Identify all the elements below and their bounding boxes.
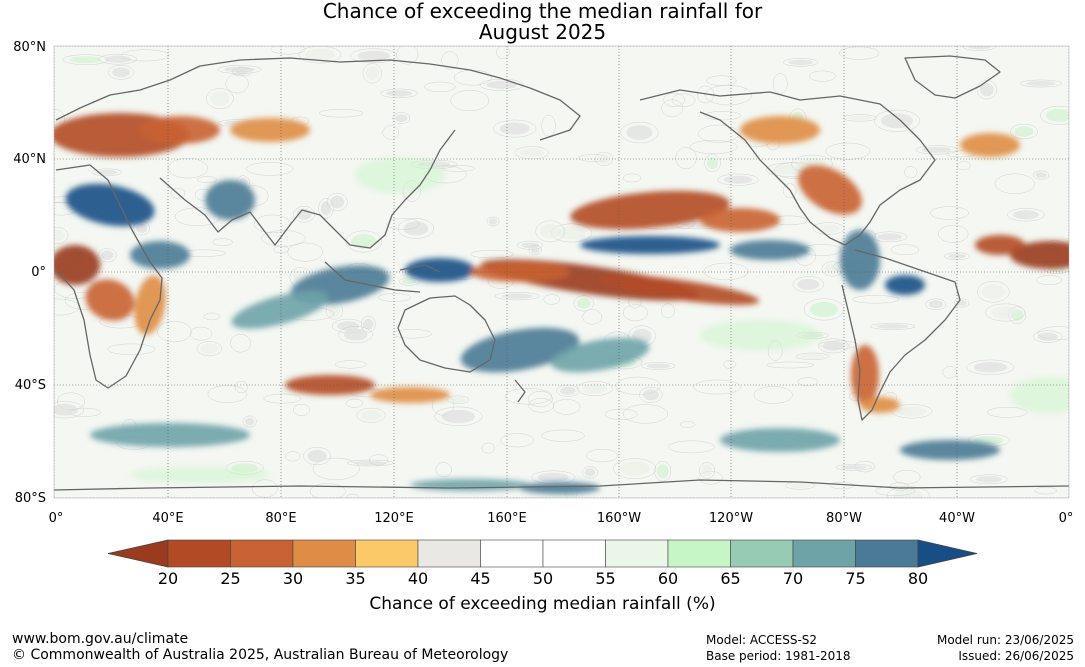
coastline-new-zealand: [514, 379, 526, 403]
colorbar-tick: 25: [220, 569, 241, 588]
colorbar-tick: 20: [157, 569, 179, 588]
lon-label-0: 0°: [48, 511, 64, 526]
lon-label-160w: 160°W: [596, 511, 642, 526]
colorbar-tick: 60: [657, 569, 679, 588]
coastline-south-asia: [159, 129, 456, 249]
colorbar-tick: 65: [720, 569, 741, 588]
coastline-australia: [397, 295, 496, 373]
coastline-greenland: [904, 55, 1001, 99]
lat-label-40s: 40°S: [14, 378, 46, 393]
coastline-indonesia: [324, 261, 441, 293]
footer-issued: Issued: 26/06/2025: [958, 649, 1074, 663]
lat-label-80s: 80°S: [14, 491, 46, 506]
footer-model-run: Model run: 23/06/2025: [936, 633, 1074, 647]
lon-label-120e: 120°E: [374, 511, 414, 526]
colorbar: [107, 539, 978, 568]
lat-label-80n: 80°N: [13, 40, 46, 55]
lon-label-80e: 80°E: [265, 511, 297, 526]
lat-label-0: 0°: [31, 265, 46, 280]
colorbar-title: Chance of exceeding median rainfall (%): [369, 594, 716, 614]
coastline-africa: [55, 164, 163, 389]
lat-label-40n: 40°N: [13, 152, 46, 167]
colorbar-tick: 70: [782, 569, 804, 588]
coastline-antarctica: [54, 479, 1069, 491]
footer-base-period: Base period: 1981-2018: [706, 649, 851, 663]
map-title-line1: Chance of exceeding the median rainfall …: [322, 0, 763, 23]
colorbar-tick: 75: [845, 569, 866, 588]
map-title-line2: August 2025: [478, 20, 607, 44]
coastline-north-america: [639, 89, 936, 246]
colorbar-tick: 55: [595, 569, 616, 588]
colorbar-tick: 50: [532, 569, 554, 588]
map-field: [54, 46, 1069, 498]
lon-label-120w: 120°W: [708, 511, 754, 526]
lon-label-80w: 80°W: [826, 511, 862, 526]
coastline-eurasia: [55, 57, 581, 141]
lon-label-160e: 160°E: [487, 511, 527, 526]
lon-label-40w: 40°W: [939, 511, 975, 526]
footer-website: www.bom.gov.au/climate: [12, 631, 189, 647]
colorbar-tick: 45: [470, 569, 491, 588]
coastline-south-america: [841, 249, 961, 421]
colorbar-tick: 40: [407, 569, 429, 588]
colorbar-tick: 30: [282, 569, 304, 588]
footer-model: Model: ACCESS-S2: [706, 633, 818, 647]
colorbar-tick: 80: [907, 569, 929, 588]
colorbar-tick: 35: [345, 569, 366, 588]
lon-label-40e: 40°E: [152, 511, 184, 526]
lon-label-0-end: 0°: [1058, 511, 1074, 526]
footer-copyright: © Commonwealth of Australia 2025, Austra…: [12, 647, 509, 663]
